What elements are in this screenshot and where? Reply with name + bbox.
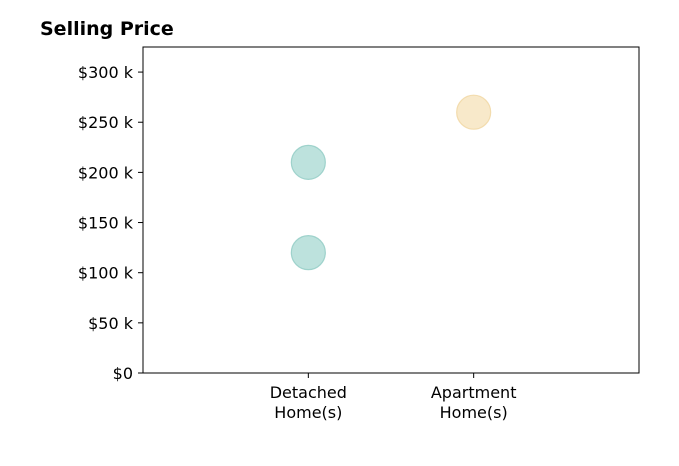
data-point (290, 235, 326, 271)
y-tick-label: $100 k (78, 264, 134, 283)
data-point (290, 144, 326, 180)
y-tick-label: $200 k (78, 163, 134, 182)
y-tick-label: $50 k (88, 314, 134, 333)
x-tick-label: Detached Home(s) (270, 383, 347, 422)
x-tick-label: Apartment Home(s) (431, 383, 517, 422)
plot-area: $0 $50 k $100 k $150 k $200 k $250 k $300 k Det… (78, 46, 640, 422)
data-point (456, 94, 492, 130)
y-tick-label: $300 k (78, 63, 134, 82)
y-tick-label: $0 (113, 364, 133, 383)
chart-title: Selling Price (40, 18, 174, 40)
plot-frame (142, 46, 640, 374)
y-tick-label: $150 k (78, 214, 134, 233)
y-tick-label: $250 k (78, 113, 134, 132)
